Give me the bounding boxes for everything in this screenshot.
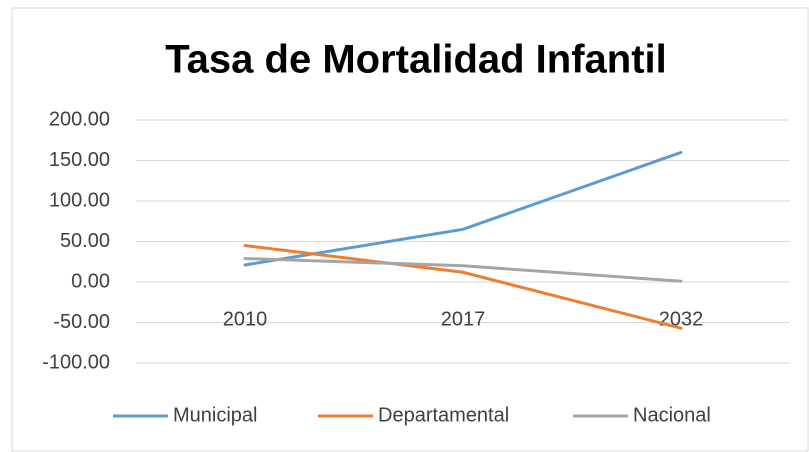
y-tick-label: 200.00 [49,108,110,130]
y-tick-label: 0.00 [71,270,110,292]
y-tick-label: -100.00 [42,351,110,373]
series-line [243,244,683,330]
chart-frame [11,7,809,452]
legend-label: Departamental [378,404,509,426]
x-tick-label: 2017 [441,308,486,330]
y-tick-label: 100.00 [49,189,110,211]
y-tick-label: 50.00 [60,230,110,252]
y-tick-label: 150.00 [49,149,110,171]
y-tick-label: -50.00 [53,311,110,333]
legend-label: Nacional [633,404,711,426]
chart-title: Tasa de Mortalidad Infantil [165,38,667,82]
x-tick-label: 2010 [223,308,268,330]
legend-label: Municipal [173,404,257,426]
series-line [243,257,683,283]
